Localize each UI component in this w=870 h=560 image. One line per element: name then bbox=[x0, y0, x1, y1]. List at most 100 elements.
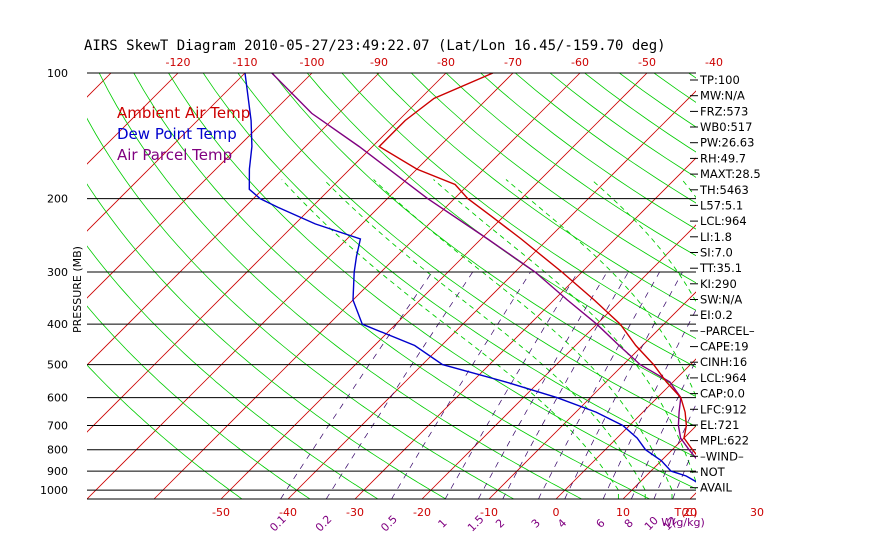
isotherm-line bbox=[87, 73, 112, 98]
stats-annotation: LCL:964 bbox=[700, 371, 747, 385]
stats-annotation: PW:26.63 bbox=[700, 136, 754, 150]
isotherm-line bbox=[87, 73, 380, 366]
y-axis-label: PRESSURE (MB) bbox=[71, 246, 84, 333]
mixing-ratio-line bbox=[502, 271, 629, 499]
dry-adiabat-line bbox=[758, 73, 870, 499]
stats-annotation: TT:35.1 bbox=[699, 261, 742, 275]
isotherm-line bbox=[87, 73, 447, 433]
mixing-ratio-line bbox=[391, 271, 531, 499]
mixing-ratio-line bbox=[602, 309, 696, 499]
mixing-ratio-label: 10 bbox=[642, 514, 661, 533]
isotherm-line bbox=[354, 157, 696, 499]
isotherm-line bbox=[421, 224, 696, 499]
pressure-tick-label: 400 bbox=[47, 318, 68, 331]
mixing-ratio-label: 1 bbox=[436, 516, 450, 530]
top-temp-tick-label: -40 bbox=[705, 56, 723, 69]
pressure-tick-label: 100 bbox=[47, 67, 68, 80]
sounding-traces bbox=[244, 73, 696, 483]
moist-adiabat-line bbox=[591, 179, 696, 303]
top-temp-tick-label: -110 bbox=[233, 56, 258, 69]
dry-adiabat-line bbox=[237, 73, 696, 427]
dry-adiabat-line bbox=[411, 73, 696, 284]
mixing-ratio-line bbox=[538, 271, 660, 499]
top-temp-tick-label: -90 bbox=[370, 56, 388, 69]
dry-adiabat-line bbox=[793, 73, 870, 499]
dry-adiabat-line bbox=[87, 364, 243, 499]
mixing-ratio-line bbox=[630, 359, 696, 499]
dry-adiabat-line bbox=[133, 73, 650, 499]
stats-annotation: TH:5463 bbox=[699, 183, 749, 197]
isotherm-line bbox=[0, 73, 44, 499]
bottom-temp-tick-label: 0 bbox=[553, 506, 560, 519]
pressure-tick-label: 800 bbox=[47, 444, 68, 457]
dry-adiabat-line bbox=[376, 73, 696, 311]
stats-annotation: EL:721 bbox=[700, 418, 740, 432]
mixing-ratio-line bbox=[477, 271, 608, 499]
bottom-temp-tick-label: 20 bbox=[683, 506, 697, 519]
isotherm-line bbox=[153, 73, 581, 499]
pressure-tick-label: 200 bbox=[47, 193, 68, 206]
pressure-tick-label: 600 bbox=[47, 392, 68, 405]
moist-adiabat-line bbox=[505, 179, 696, 398]
dry-adiabat-line bbox=[168, 73, 696, 490]
mixing-ratio-line bbox=[752, 272, 845, 499]
isotherm-line bbox=[220, 73, 648, 499]
stats-annotation: LI:1.8 bbox=[700, 230, 732, 244]
isotherm-line bbox=[87, 73, 313, 299]
stats-annotation: LCL:964 bbox=[700, 214, 747, 228]
legend-ambient: Ambient Air Temp bbox=[117, 104, 250, 122]
mixing-ratio-line bbox=[325, 271, 473, 499]
isotherm-line bbox=[87, 73, 246, 232]
dry-adiabat-line bbox=[98, 73, 582, 499]
mixing-ratio-line bbox=[772, 272, 862, 499]
dry-adiabat-line bbox=[87, 117, 514, 499]
stats-annotation: –PARCEL– bbox=[700, 324, 755, 338]
isotherm-line bbox=[757, 73, 870, 499]
stats-annotation: TP:100 bbox=[699, 73, 740, 87]
pressure-tick-label: 300 bbox=[47, 266, 68, 279]
mixing-ratio-line bbox=[280, 271, 433, 499]
stats-annotation: EI:0.2 bbox=[700, 308, 733, 322]
parcel-temp-line bbox=[271, 73, 696, 460]
stats-annotation: MAXT:28.5 bbox=[700, 167, 761, 181]
dry-adiabat-line bbox=[480, 73, 696, 230]
dry-adiabat-line bbox=[87, 183, 447, 499]
bottom-temp-tick-label: -40 bbox=[279, 506, 297, 519]
legend: Ambient Air Temp Dew Point Temp Air Parc… bbox=[117, 104, 250, 164]
mixing-ratio-line bbox=[444, 271, 579, 499]
chart-title: AIRS SkewT Diagram 2010-05-27/23:49:22.0… bbox=[84, 38, 666, 54]
moist-adiabat-line bbox=[373, 179, 673, 499]
dry-adiabat-line bbox=[202, 73, 696, 458]
bottom-temp-tick-label: -20 bbox=[413, 506, 431, 519]
mixing-ratio-label: 6 bbox=[594, 516, 608, 530]
stats-annotation: CAPE:19 bbox=[700, 340, 749, 354]
stats-annotation: MPL:622 bbox=[700, 434, 749, 448]
pressure-tick-label: 1000 bbox=[40, 484, 68, 497]
stats-annotation: CAP:0.0 bbox=[700, 387, 745, 401]
isotherm-line bbox=[555, 358, 696, 499]
mixing-unit-label: W(g/kg) bbox=[661, 516, 705, 529]
x-axis-label: T(C) bbox=[674, 506, 698, 519]
legend-parcel: Air Parcel Temp bbox=[117, 146, 232, 164]
isotherm-line bbox=[622, 425, 696, 499]
top-temp-tick-label: -50 bbox=[638, 56, 656, 69]
moist-adiabat-line bbox=[763, 180, 806, 500]
top-temp-tick-label: -120 bbox=[166, 56, 191, 69]
ambient-temp-line bbox=[378, 73, 696, 456]
isotherm-line bbox=[87, 73, 514, 499]
dewpoint-temp-line bbox=[244, 73, 696, 483]
bottom-temp-tick-label: 30 bbox=[750, 506, 764, 519]
stats-annotation: SW:N/A bbox=[700, 293, 742, 307]
mixing-ratio-label: 0.5 bbox=[378, 513, 400, 535]
dry-adiabat-line bbox=[272, 73, 696, 397]
mixing-ratio-line bbox=[564, 271, 683, 499]
stats-annotation: –WIND– bbox=[700, 449, 744, 463]
top-temp-tick-label: -70 bbox=[504, 56, 522, 69]
isotherm-line bbox=[824, 73, 870, 499]
moist-adiabat-line bbox=[433, 179, 696, 484]
bottom-temp-tick-label: -50 bbox=[212, 506, 230, 519]
moist-adiabat-line bbox=[281, 179, 619, 499]
background-grid bbox=[0, 73, 870, 500]
